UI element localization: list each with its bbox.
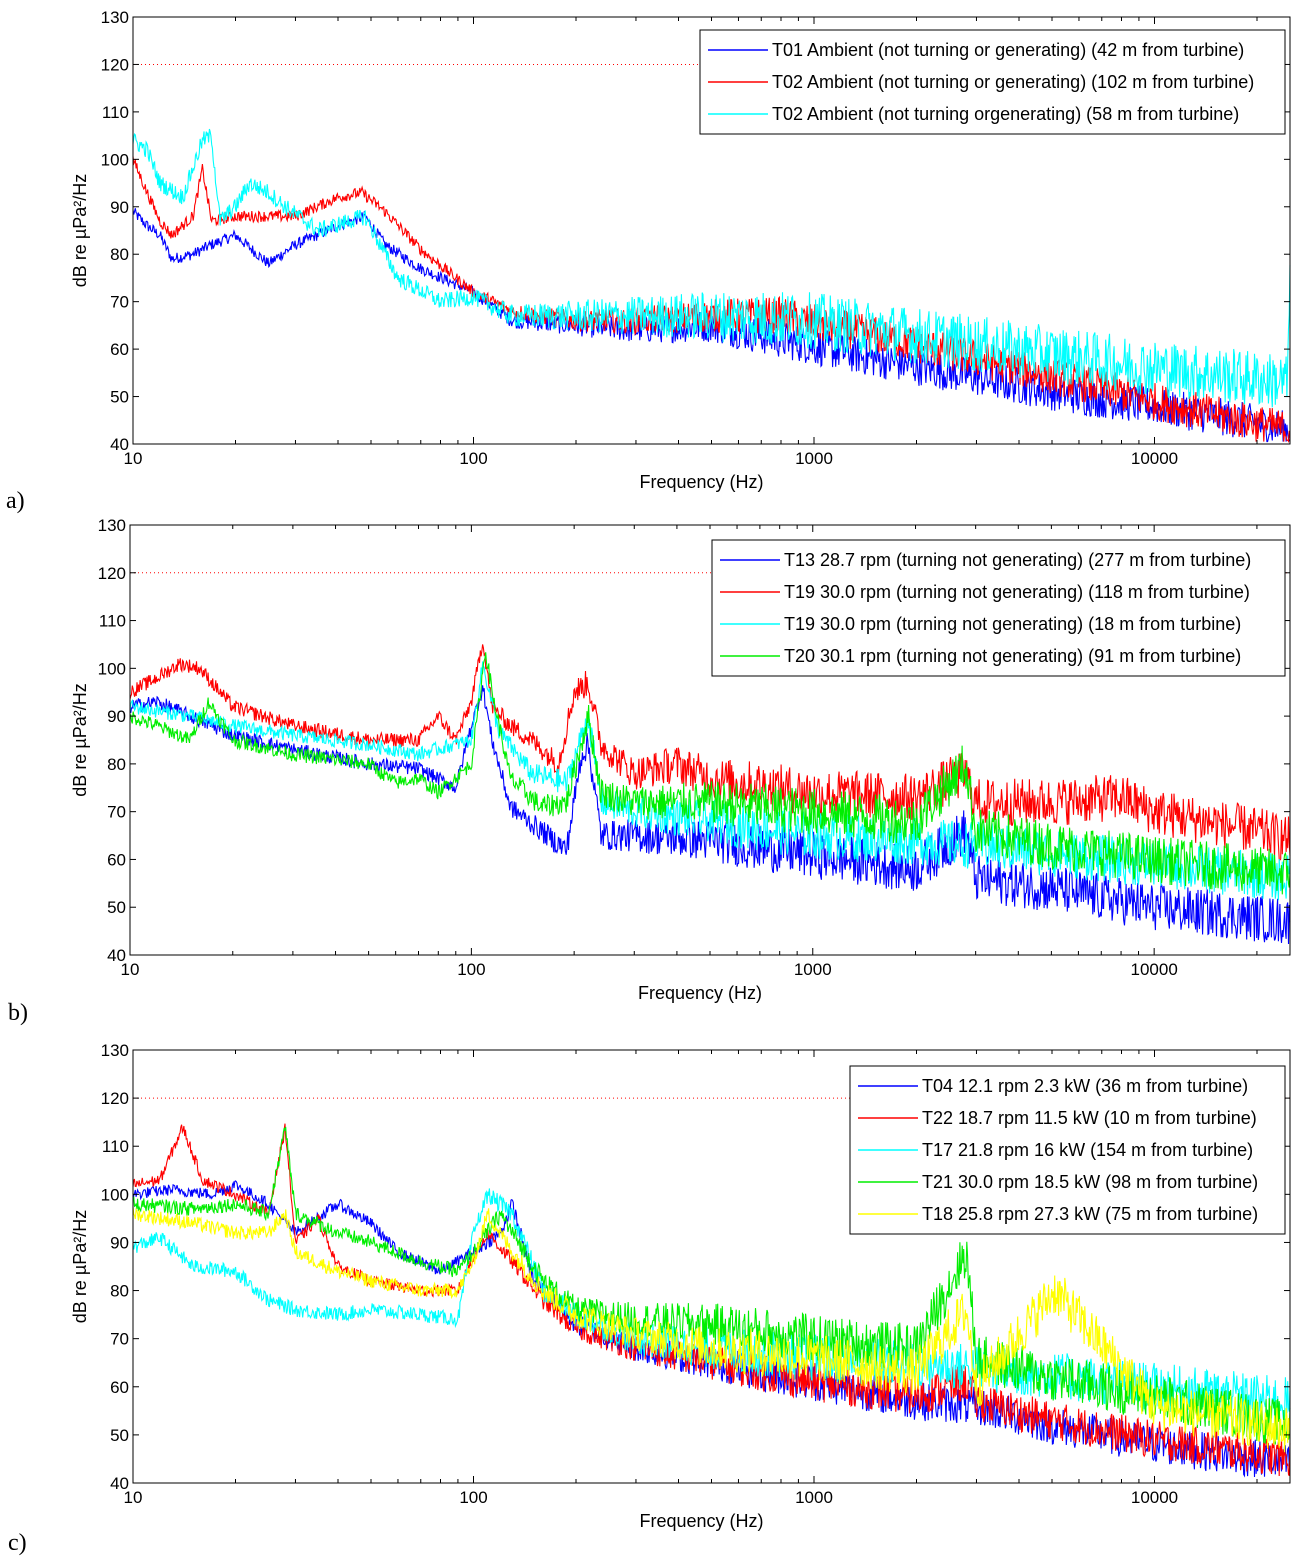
y-tick-label: 130 xyxy=(101,8,129,27)
x-tick-label: 10 xyxy=(124,449,143,468)
x-tick-label: 10000 xyxy=(1131,1488,1178,1507)
legend-entry: T22 18.7 rpm 11.5 kW (10 m from turbine) xyxy=(922,1108,1257,1128)
y-tick-label: 40 xyxy=(107,946,126,965)
y-tick-label: 90 xyxy=(110,198,129,217)
y-tick-label: 100 xyxy=(101,1185,129,1204)
x-axis-label: Frequency (Hz) xyxy=(639,472,763,492)
y-axis-label: dB re µPa²/Hz xyxy=(70,683,90,796)
x-tick-label: 100 xyxy=(459,1488,487,1507)
legend: T01 Ambient (not turning or generating) … xyxy=(699,29,1286,135)
legend-entry: T19 30.0 rpm (turning not generating) (1… xyxy=(784,614,1241,634)
legend-entry: T17 21.8 rpm 16 kW (154 m from turbine) xyxy=(922,1140,1253,1160)
chart-panel-c: 40 50 60 70 80 90 100 110 120 130 10 100 1000 10000 Fr… xyxy=(8,1041,1291,1556)
y-tick-label: 80 xyxy=(107,755,126,774)
series-line-1 xyxy=(132,208,1291,443)
series-line-5 xyxy=(132,1206,1291,1453)
y-tick-label: 70 xyxy=(110,1330,129,1349)
y-tick-label: 110 xyxy=(99,612,126,631)
panel-label: c) xyxy=(8,1530,27,1556)
series-line-3 xyxy=(132,128,1291,408)
y-tick-label: 110 xyxy=(102,1137,129,1156)
x-tick-label: 1000 xyxy=(795,449,833,468)
y-tick-label: 120 xyxy=(101,1089,129,1108)
y-tick-label: 50 xyxy=(110,388,129,407)
legend: T04 12.1 rpm 2.3 kW (36 m from turbine) T… xyxy=(849,1065,1286,1235)
x-tick-label: 100 xyxy=(457,960,485,979)
y-tick-label: 60 xyxy=(107,850,126,869)
x-tick-label: 10000 xyxy=(1131,960,1178,979)
y-tick-label: 130 xyxy=(98,516,126,535)
y-tick-label: 50 xyxy=(110,1426,129,1445)
y-tick-label: 120 xyxy=(98,564,126,583)
x-tick-label: 10 xyxy=(121,960,140,979)
legend-entry: T19 30.0 rpm (turning not generating) (1… xyxy=(784,582,1250,602)
y-tick-label: 60 xyxy=(110,1378,129,1397)
legend-entry: T20 30.1 rpm (turning not generating) (9… xyxy=(784,646,1241,666)
y-tick-label: 90 xyxy=(110,1233,129,1252)
series-line-3 xyxy=(129,661,1291,901)
chart-panel-b: 40 50 60 70 80 90 100 110 120 130 10 100 1000 10000 Fr… xyxy=(8,516,1291,1026)
legend-entry: T02 Ambient (not turning or generating) … xyxy=(772,72,1254,92)
y-tick-label: 60 xyxy=(110,340,129,359)
legend-entry: T04 12.1 rpm 2.3 kW (36 m from turbine) xyxy=(922,1076,1248,1096)
x-tick-label: 1000 xyxy=(794,960,832,979)
y-axis-label: dB re µPa²/Hz xyxy=(70,1210,90,1323)
panel-label: a) xyxy=(6,488,25,514)
series-line-4 xyxy=(132,1126,1291,1445)
y-tick-label: 40 xyxy=(110,435,129,454)
y-tick-label: 110 xyxy=(102,103,129,122)
y-tick-label: 100 xyxy=(98,659,126,678)
x-tick-label: 1000 xyxy=(795,1488,833,1507)
x-tick-label: 100 xyxy=(459,449,487,468)
legend-entry: T21 30.0 rpm 18.5 kW (98 m from turbine) xyxy=(922,1172,1258,1192)
legend-entry: T18 25.8 rpm 27.3 kW (75 m from turbine) xyxy=(922,1204,1258,1224)
legend-entry: T13 28.7 rpm (turning not generating) (2… xyxy=(784,550,1251,570)
series-line-1 xyxy=(129,685,1291,945)
y-axis-label: dB re µPa²/Hz xyxy=(70,174,90,287)
y-tick-label: 50 xyxy=(107,898,126,917)
x-axis-label: Frequency (Hz) xyxy=(638,983,762,1003)
y-tick-label: 70 xyxy=(110,293,129,312)
y-tick-label: 40 xyxy=(110,1474,129,1493)
legend-entry: T01 Ambient (not turning or generating) … xyxy=(772,40,1244,60)
y-tick-label: 130 xyxy=(101,1041,129,1060)
y-tick-label: 120 xyxy=(101,55,129,74)
y-tick-label: 90 xyxy=(107,707,126,726)
series-line-4 xyxy=(129,652,1291,895)
chart-panel-a: 40 50 60 70 80 90 100 110 120 130 10 100 1000 10000 Fr… xyxy=(6,8,1291,514)
legend-entry: T02 Ambient (not turning orgenerating) (… xyxy=(772,104,1239,124)
x-tick-label: 10000 xyxy=(1131,449,1178,468)
panel-label: b) xyxy=(8,1000,28,1026)
legend-box xyxy=(849,1065,1286,1235)
y-tick-label: 100 xyxy=(101,150,129,169)
legend-box xyxy=(711,539,1286,677)
legend-box xyxy=(699,29,1286,135)
x-tick-label: 10 xyxy=(124,1488,143,1507)
legend: T13 28.7 rpm (turning not generating) (2… xyxy=(711,539,1286,677)
x-axis-label: Frequency (Hz) xyxy=(639,1511,763,1531)
y-tick-label: 70 xyxy=(107,803,126,822)
y-tick-label: 80 xyxy=(110,245,129,264)
y-tick-label: 80 xyxy=(110,1282,129,1301)
